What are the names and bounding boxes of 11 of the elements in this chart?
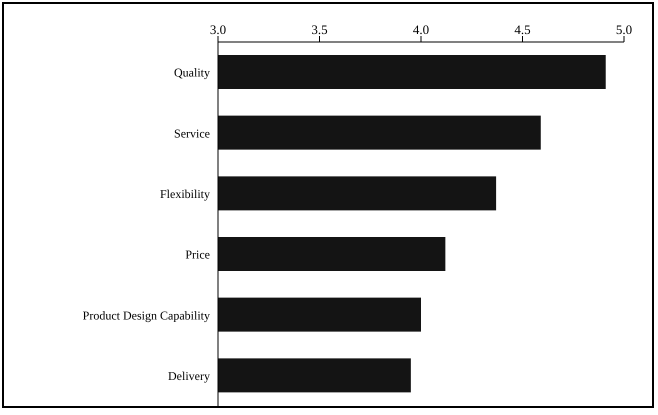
y-tick-label: Service [174, 126, 210, 140]
x-tick-label: 3.0 [210, 22, 226, 37]
y-tick-label: Price [185, 248, 210, 262]
x-tick-label: 4.5 [514, 22, 531, 37]
y-tick-label: Delivery [168, 368, 210, 383]
y-tick-label: Product Design Capability [82, 308, 210, 322]
y-tick-label: Quality [174, 66, 210, 80]
x-tick-label: 4.0 [412, 22, 430, 37]
y-tick-label: Flexibility [160, 186, 210, 201]
x-tick-label: 5.0 [616, 22, 632, 37]
x-tick-label: 3.5 [311, 22, 328, 37]
